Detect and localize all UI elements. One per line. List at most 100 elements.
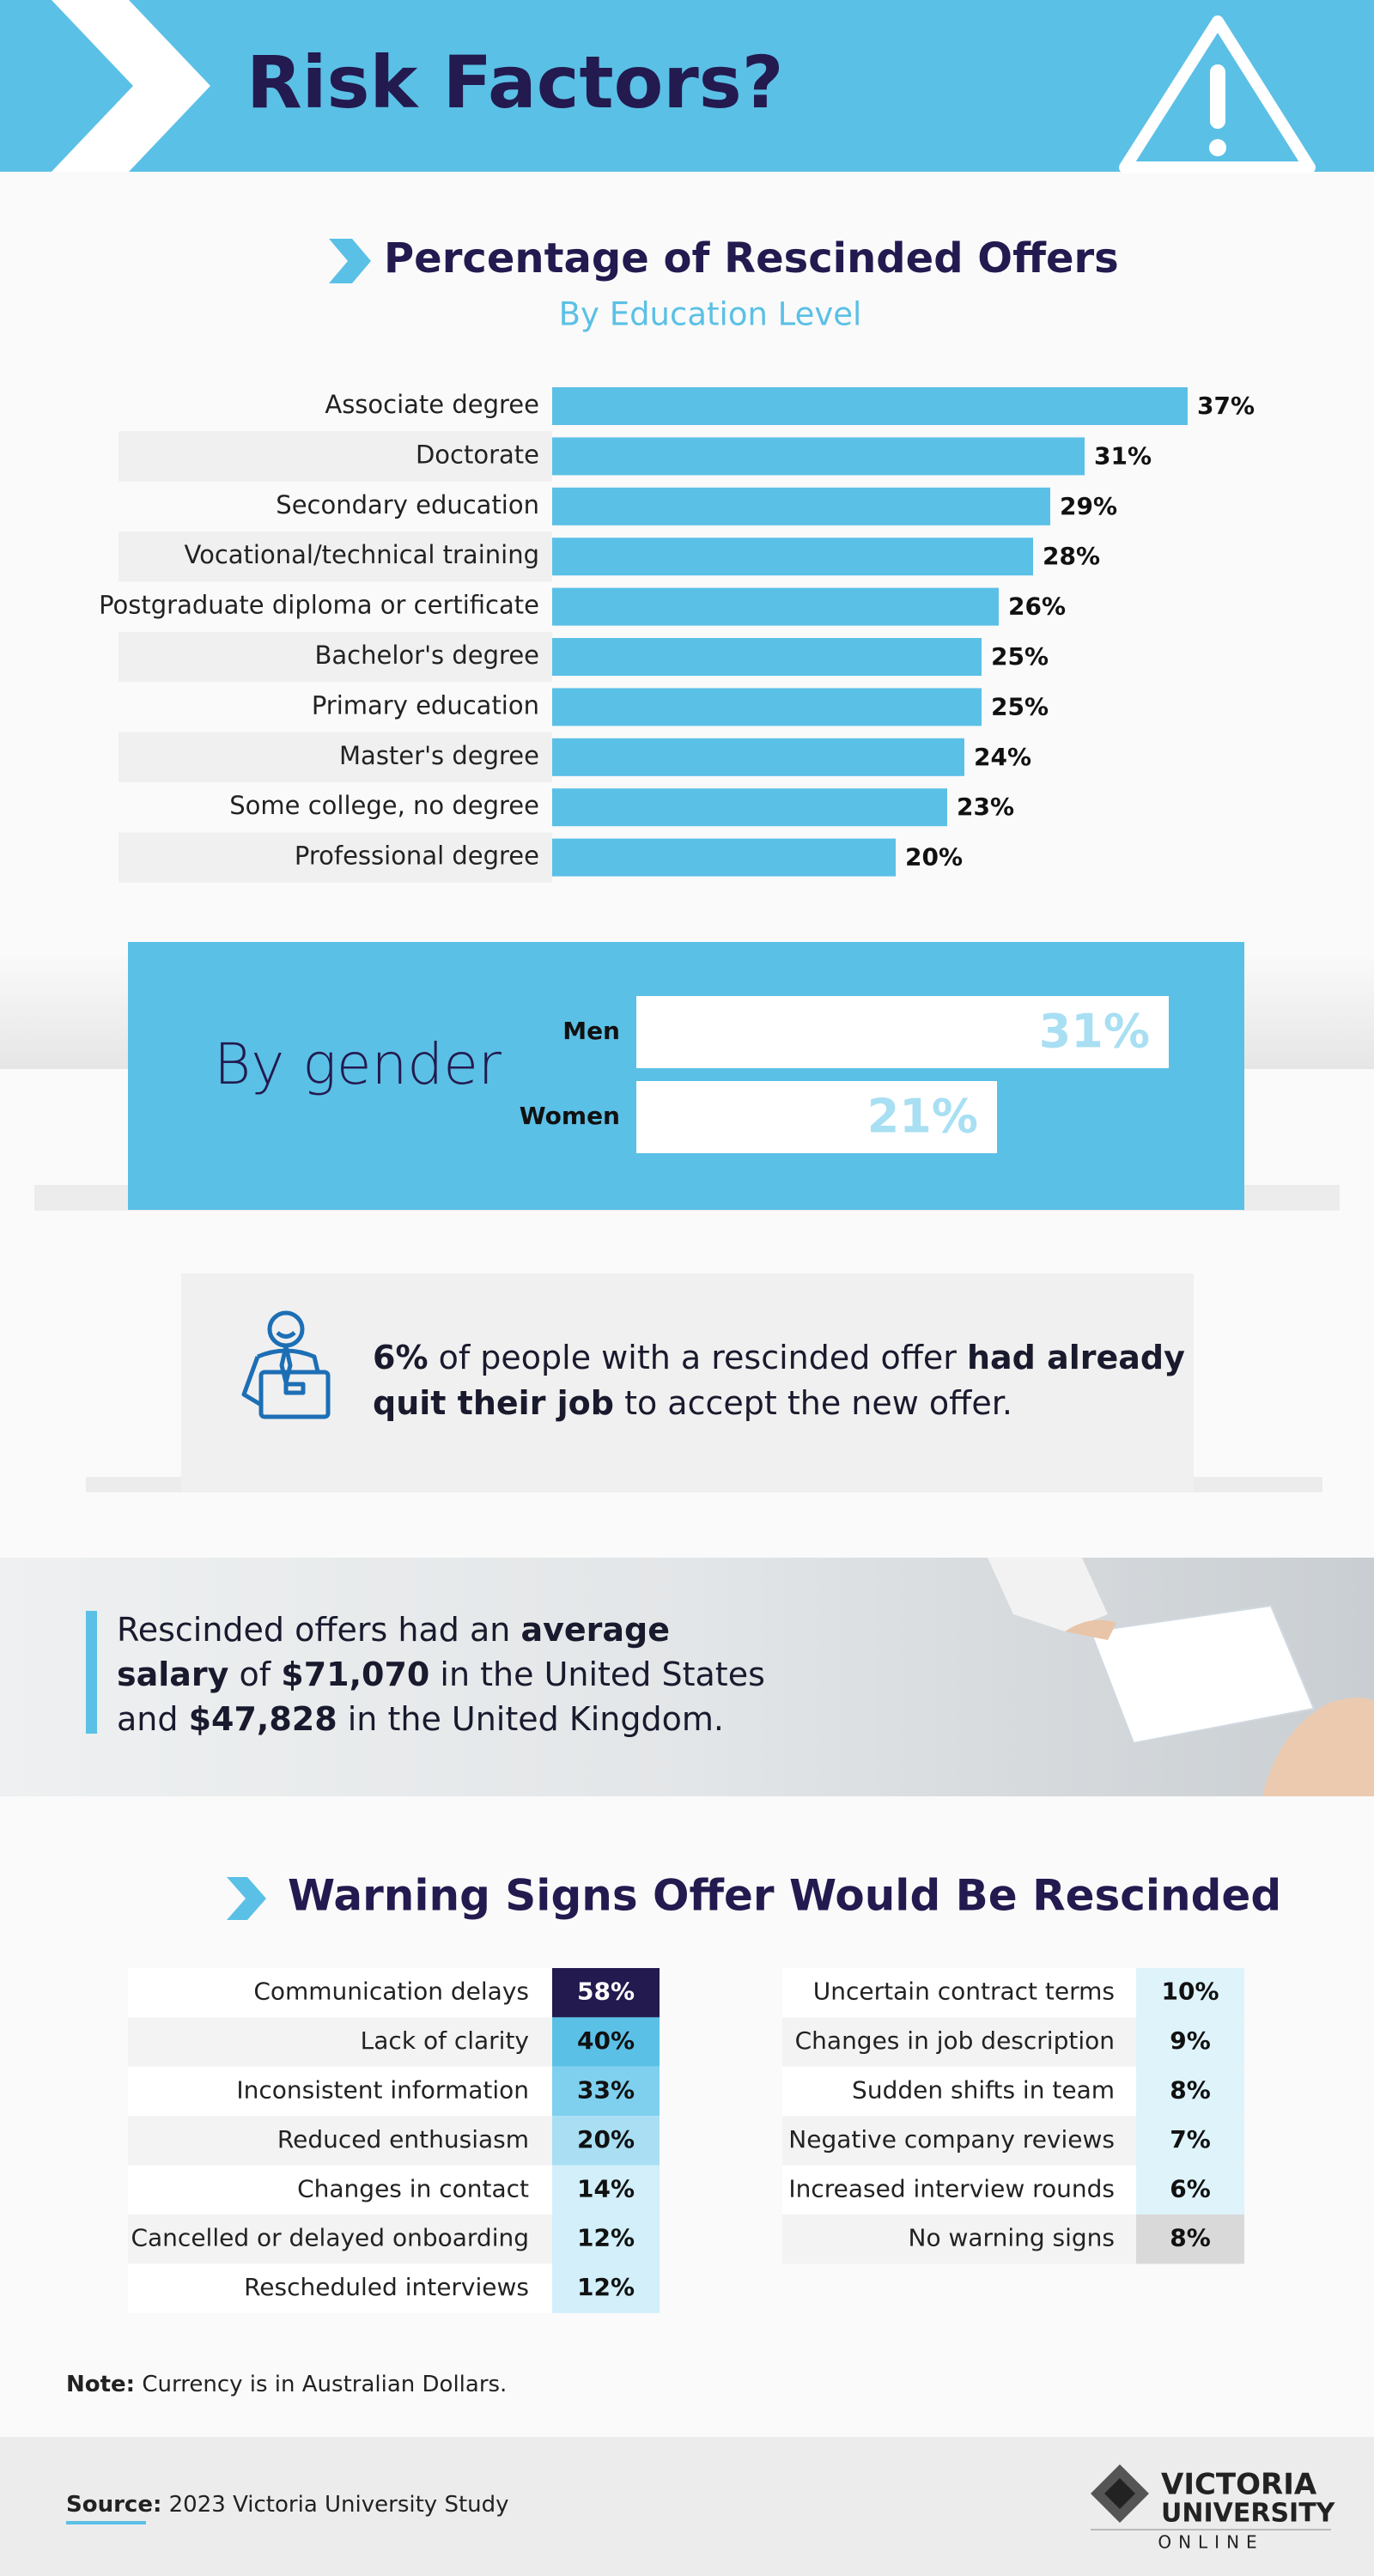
row-label: Changes in job description — [795, 2026, 1115, 2055]
value-cell — [1136, 2017, 1244, 2067]
value-cell — [552, 2215, 660, 2264]
logo: VICTORIA UNIVERSITY ONLINE — [1091, 2464, 1336, 2553]
value-label: 31% — [1039, 1005, 1150, 1059]
value-cell — [552, 1968, 660, 2018]
row-value: 12% — [577, 2224, 635, 2252]
footer-band — [0, 2437, 1374, 2576]
category-label: Men — [562, 1017, 620, 1045]
row-band — [128, 2165, 552, 2215]
value-cell — [552, 2116, 660, 2166]
text-segment: of — [228, 1656, 281, 1693]
row-band — [119, 832, 552, 883]
callout-text: 6% of people with a rescinded offer had … — [373, 1339, 1185, 1422]
row-label: No warning signs — [909, 2224, 1115, 2252]
value-cell — [552, 2165, 660, 2215]
warning-icon — [1119, 15, 1316, 173]
text-segment: and — [117, 1700, 189, 1738]
text-segment: 6% — [373, 1339, 429, 1376]
value-label: 29% — [1060, 492, 1117, 520]
text-segment: $71,070 — [281, 1656, 429, 1693]
source-label: Source: — [66, 2492, 161, 2518]
bar — [552, 487, 1050, 526]
category-label: Postgraduate diploma or certificate — [99, 591, 539, 620]
row-band — [128, 2215, 552, 2264]
text-segment: Rescinded offers had an — [117, 1611, 520, 1649]
text-segment: had already — [967, 1339, 1185, 1376]
chart-subtitle: By Education Level — [559, 296, 862, 333]
category-label: Vocational/technical training — [184, 540, 539, 569]
row-value: 9% — [1170, 2026, 1211, 2055]
category-label: Primary education — [312, 690, 539, 720]
section-title: Warning Signs Offer Would Be Rescinded — [288, 1871, 1281, 1921]
logo-line: UNIVERSITY — [1161, 2499, 1336, 2529]
value-label: 25% — [991, 692, 1049, 720]
row-label: Uncertain contract terms — [813, 1978, 1115, 2006]
bar — [552, 838, 896, 877]
row-value: 8% — [1170, 2076, 1211, 2105]
note-text: Currency is in Australian Dollars. — [135, 2372, 507, 2397]
row-band — [119, 631, 552, 683]
value-label: 31% — [1094, 441, 1152, 470]
row-value: 58% — [577, 1978, 635, 2006]
row-band — [128, 1968, 552, 2018]
text-line: salary of $71,070 in the United States — [117, 1656, 765, 1693]
value-label: 21% — [867, 1090, 978, 1144]
row-label: Cancelled or delayed onboarding — [131, 2224, 529, 2252]
row-band — [782, 2066, 1136, 2117]
row-value: 40% — [577, 2026, 635, 2055]
row-band — [782, 2165, 1136, 2215]
category-label: Bachelor's degree — [315, 641, 539, 670]
title-chevron — [329, 239, 371, 283]
row-value: 7% — [1170, 2125, 1211, 2154]
row-value: 12% — [577, 2273, 635, 2301]
bar — [552, 587, 999, 626]
value-cell — [1136, 1968, 1244, 2018]
bar — [552, 387, 1188, 425]
text-line: Rescinded offers had an average — [117, 1611, 670, 1649]
bar — [636, 1081, 997, 1153]
row-label: Sudden shifts in team — [852, 2076, 1115, 2105]
value-label: 23% — [957, 793, 1014, 821]
title-chevron — [227, 1877, 266, 1920]
value-cell — [552, 2066, 660, 2117]
category-label: Doctorate — [416, 440, 539, 469]
bar — [552, 538, 1033, 576]
text-segment: to accept the new offer. — [614, 1384, 1012, 1422]
text-segment: quit their job — [373, 1384, 614, 1422]
education-chart: Associate degree 37% Doctorate 31% Secondary… — [99, 387, 1255, 883]
gender-panel — [128, 942, 1244, 1210]
row-label: Lack of clarity — [361, 2026, 529, 2055]
row-label: Negative company reviews — [788, 2125, 1115, 2154]
value-cell — [1136, 2116, 1244, 2166]
category-label: Associate degree — [325, 390, 539, 419]
value-cell — [552, 2017, 660, 2067]
row-label: Reduced enthusiasm — [277, 2125, 529, 2154]
text-segment: salary — [117, 1656, 229, 1693]
callout-box — [181, 1273, 1194, 1492]
text-line: quit their job to accept the new offer. — [373, 1384, 1012, 1422]
value-label: 24% — [974, 743, 1031, 771]
row-label: Rescheduled interviews — [244, 2273, 529, 2301]
row-band — [119, 732, 552, 782]
source-text: 2023 Victoria University Study — [161, 2492, 508, 2518]
bar — [552, 788, 947, 827]
person-icon — [241, 1310, 331, 1419]
row-band — [782, 2116, 1136, 2166]
salary-text: Rescinded offers had an average salary of… — [117, 1611, 765, 1738]
row-band — [119, 532, 552, 582]
row-label: Communication delays — [253, 1978, 529, 2006]
bar — [552, 738, 964, 776]
bar — [552, 688, 982, 726]
text-segment: of people with a rescinded offer — [429, 1339, 967, 1376]
row-band — [128, 2017, 552, 2067]
row-band — [119, 431, 552, 482]
source-underline — [66, 2521, 146, 2524]
category-label: Master's degree — [339, 741, 539, 770]
page-title: Risk Factors? — [246, 40, 784, 125]
note: Note: Currency is in Australian Dollars. — [66, 2372, 507, 2397]
value-label: 25% — [991, 642, 1049, 671]
category-label: Women — [520, 1102, 620, 1130]
row-value: 20% — [577, 2125, 635, 2154]
